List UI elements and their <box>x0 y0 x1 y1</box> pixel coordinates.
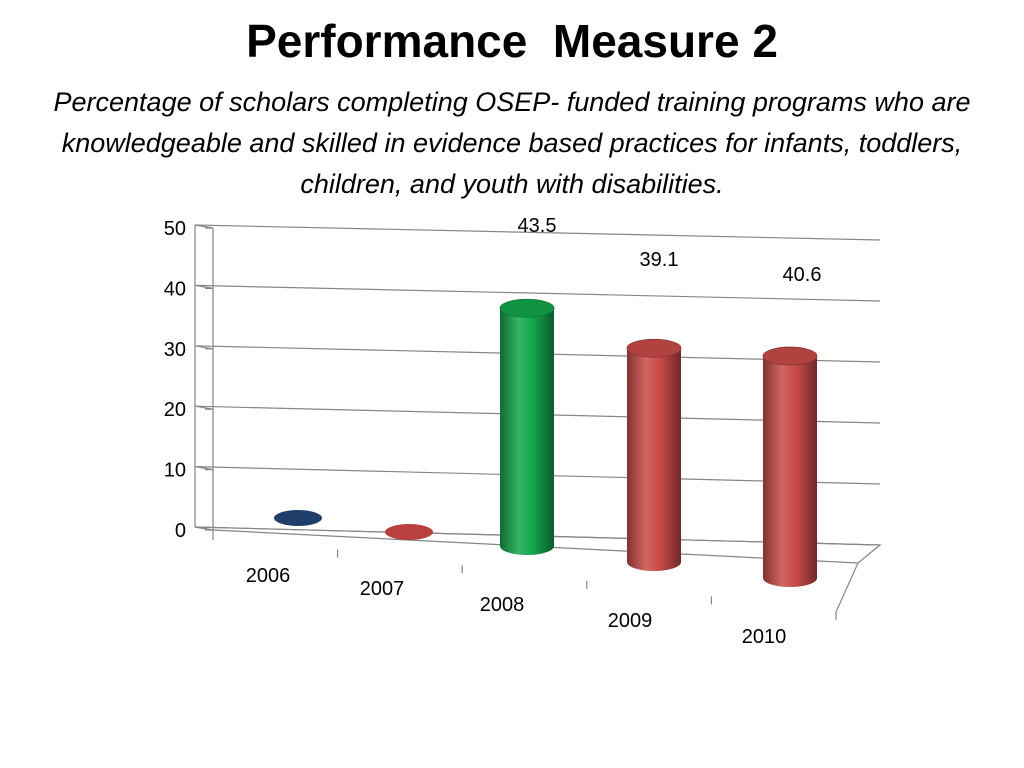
chart-labels: 0 10 20 30 40 50 2006 2007 43.5 2008 39.1 2009 40.6 2… <box>164 215 822 648</box>
bar-2006 <box>274 510 322 526</box>
y-tick-label: 50 <box>164 218 186 240</box>
bar-2010 <box>763 356 817 587</box>
data-label-2010: 40.6 <box>783 264 822 286</box>
bar-top-2009 <box>626 338 682 358</box>
floor-front-edge <box>835 562 859 613</box>
bar-2009 <box>627 348 681 571</box>
slide-subtitle: Percentage of scholars completing OSEP- … <box>53 87 971 199</box>
data-label-2009: 39.1 <box>640 249 679 271</box>
y-tick-label: 30 <box>164 339 186 361</box>
x-tick-label: 2008 <box>480 594 525 616</box>
bar-top-2008 <box>499 298 555 318</box>
gridline <box>194 284 881 302</box>
chart-bars <box>274 298 818 587</box>
x-tick-label: 2009 <box>608 610 653 632</box>
slide-title: Performance Measure 2 <box>246 15 778 67</box>
data-label-2008: 43.5 <box>518 215 557 237</box>
y-tick-label: 10 <box>164 460 186 482</box>
bar-2008 <box>500 308 554 555</box>
gridline <box>194 224 881 241</box>
x-tick-label: 2010 <box>742 626 787 648</box>
bar-top-2010 <box>762 346 818 366</box>
y-tick-label: 0 <box>175 520 186 542</box>
y-tick-label: 40 <box>164 278 186 300</box>
x-tick-label: 2006 <box>246 565 291 587</box>
y-tick-label: 20 <box>164 399 186 421</box>
x-tick-label: 2007 <box>360 578 405 600</box>
bar-2007 <box>385 524 433 540</box>
